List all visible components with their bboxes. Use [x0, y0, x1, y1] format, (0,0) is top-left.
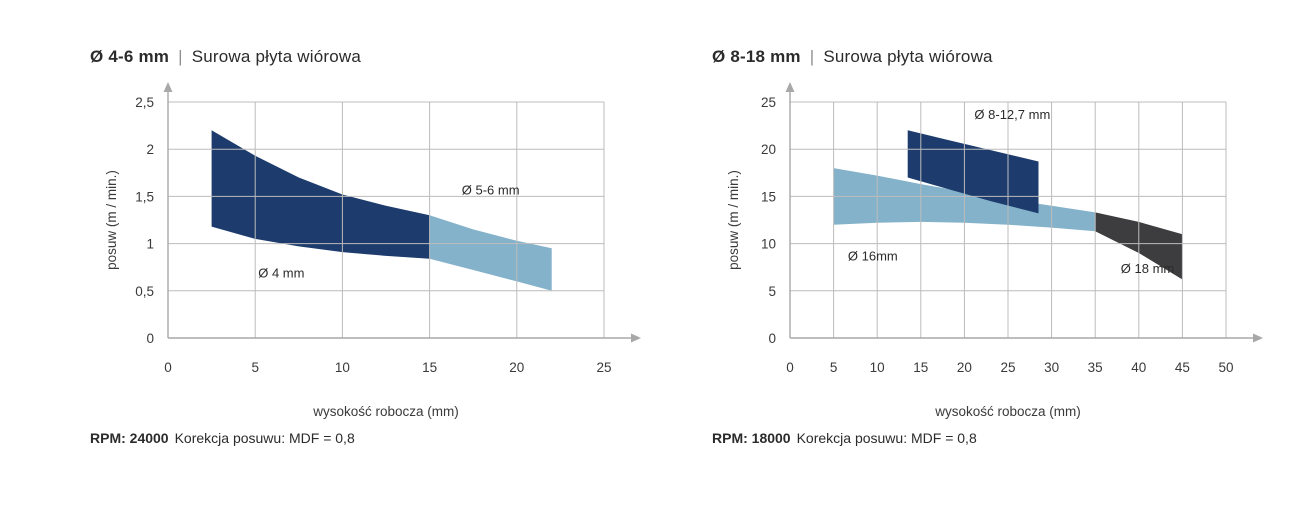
y-tick-label: 15 [761, 189, 776, 204]
chart-title-diameter: Ø 8-18 mm [712, 47, 801, 66]
y-tick-label: 1 [146, 237, 154, 252]
chart-panel-right: Ø 8-18 mm | Surowa płyta wiórowa 0 5 10 15 20 2… [710, 46, 1270, 446]
y-tick-label: 2 [146, 142, 154, 157]
x-tick-label: 35 [1088, 360, 1103, 375]
rpm-value: RPM: 24000 [90, 430, 169, 446]
band-label: Ø 8-12,7 mm [974, 107, 1050, 122]
x-axis-label: wysokość robocza (mm) [312, 404, 459, 419]
feed-rate-chart-8-18mm: 0 5 10 15 20 25 0 5 10 15 20 25 30 35 40 45 50 wysokość r… [726, 82, 1263, 419]
x-tick-label: 0 [786, 360, 794, 375]
y-tick-label: 0 [146, 331, 154, 346]
x-tick-label: 20 [509, 360, 524, 375]
y-tick-label: 0,5 [135, 284, 154, 299]
x-tick-label: 5 [251, 360, 259, 375]
y-axis-arrow [785, 82, 795, 92]
y-axis-arrow [163, 82, 173, 92]
rpm-value: RPM: 18000 [712, 430, 791, 446]
y-tick-label: 2,5 [135, 95, 154, 110]
band-label: Ø 4 mm [258, 266, 304, 281]
x-tick-label: 15 [422, 360, 437, 375]
charts-page: Ø 4-6 mm | Surowa płyta wiórowa 0 0,5 1 1,5 2 2… [88, 46, 1270, 446]
y-tick-label: 0 [768, 331, 776, 346]
x-axis-arrow [1253, 333, 1263, 343]
chart-footer-left: RPM: 24000 Korekcja posuwu: MDF = 0,8 [90, 430, 648, 446]
feed-correction-note: Korekcja posuwu: MDF = 0,8 [796, 430, 977, 446]
chart-title-left: Ø 4-6 mm | Surowa płyta wiórowa [90, 46, 648, 68]
y-tick-label: 10 [761, 237, 776, 252]
chart-title-right: Ø 8-18 mm | Surowa płyta wiórowa [712, 46, 1270, 68]
y-axis-label: posuw (m / min.) [104, 170, 119, 270]
x-tick-label: 10 [870, 360, 885, 375]
x-tick-label: 20 [957, 360, 972, 375]
x-tick-label: 15 [913, 360, 928, 375]
x-tick-label: 45 [1175, 360, 1190, 375]
x-tick-label: 25 [1000, 360, 1015, 375]
chart-title-separator: | [178, 47, 183, 66]
chart-panel-left: Ø 4-6 mm | Surowa płyta wiórowa 0 0,5 1 1,5 2 2… [88, 46, 648, 446]
feed-correction-note: Korekcja posuwu: MDF = 0,8 [174, 430, 355, 446]
data-band [907, 130, 1039, 214]
data-band [429, 215, 552, 291]
chart-title-material: Surowa płyta wiórowa [823, 47, 993, 66]
data-band [211, 130, 430, 259]
y-tick-label: 1,5 [135, 189, 154, 204]
feed-rate-chart-4-6mm: 0 0,5 1 1,5 2 2,5 0 5 10 15 20 25 wysokość robocza (… [104, 82, 641, 419]
chart-footer-right: RPM: 18000 Korekcja posuwu: MDF = 0,8 [712, 430, 1270, 446]
y-tick-label: 25 [761, 95, 776, 110]
chart-title-material: Surowa płyta wiórowa [191, 47, 362, 66]
x-axis-arrow [631, 333, 641, 343]
x-tick-label: 50 [1218, 360, 1233, 375]
x-tick-label: 10 [335, 360, 350, 375]
x-tick-label: 0 [164, 360, 172, 375]
band-label: Ø 18 mm [1121, 261, 1174, 276]
chart-title-diameter: Ø 4-6 mm [90, 47, 170, 66]
x-tick-label: 40 [1131, 360, 1146, 375]
x-tick-label: 30 [1044, 360, 1059, 375]
band-label: Ø 5-6 mm [462, 183, 520, 198]
chart-title-separator: | [809, 47, 815, 66]
band-label: Ø 16mm [848, 249, 898, 264]
x-axis-label: wysokość robocza (mm) [934, 404, 1081, 419]
y-axis-label: posuw (m / min.) [726, 170, 741, 270]
x-tick-label: 5 [830, 360, 838, 375]
y-tick-label: 5 [768, 284, 776, 299]
x-tick-label: 25 [596, 360, 611, 375]
y-tick-label: 20 [761, 142, 776, 157]
